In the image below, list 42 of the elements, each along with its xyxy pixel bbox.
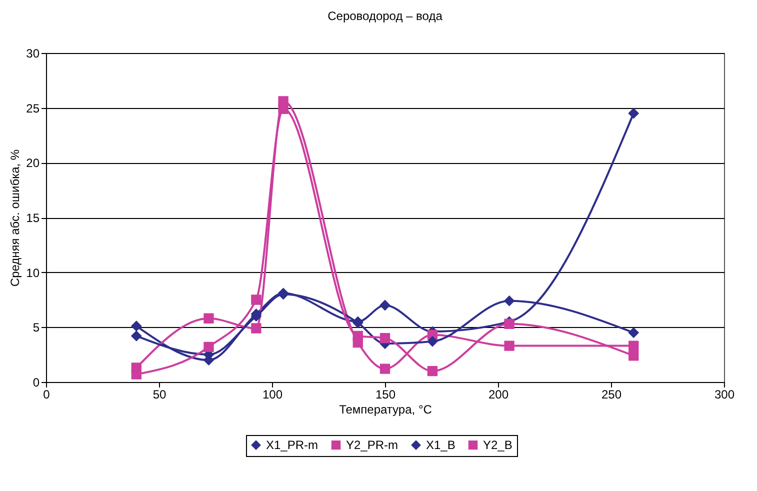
point [504,296,514,306]
x-tick-label: 200 [488,388,509,402]
x-tick-label: 100 [262,388,283,402]
y-tick-label: 25 [26,101,40,116]
point [628,340,639,351]
y-tick-label: 30 [26,46,40,60]
point [204,313,214,324]
y-axis-title: Средняя абс. ошибка, % [8,149,22,287]
y-tick-label: 15 [26,211,40,225]
chart-title: Сероводород – вода [328,9,443,23]
point [204,342,214,352]
point [504,318,514,329]
point [427,336,438,347]
point [131,369,142,380]
point [380,333,390,344]
legend-label: X1_PR-m [266,438,318,452]
x-tick-label: 0 [43,388,50,402]
y-tick-label: 0 [32,376,40,390]
point [628,108,639,118]
point [251,323,262,334]
x-tick-label: 300 [714,388,735,402]
point [628,350,639,361]
point [352,330,363,342]
point [278,104,288,114]
point [628,328,639,338]
point [380,364,390,374]
legend-label: Y2_B [483,438,512,452]
point [131,320,142,332]
point [380,300,390,310]
point [427,366,438,376]
point [131,330,142,342]
y-tick-label: 10 [26,266,40,280]
x-axis-title: Температура, °C [339,402,432,416]
x-tick-label: 50 [152,388,166,402]
point [504,340,514,351]
y-tick-label: 5 [32,320,40,335]
x-tick-label: 250 [601,388,622,402]
x-tick-label: 150 [375,388,396,402]
legend-label: X1_B [426,438,456,452]
point [251,294,262,305]
y-tick-label: 20 [26,156,40,170]
legend-label: Y2_PR-m [346,438,398,452]
